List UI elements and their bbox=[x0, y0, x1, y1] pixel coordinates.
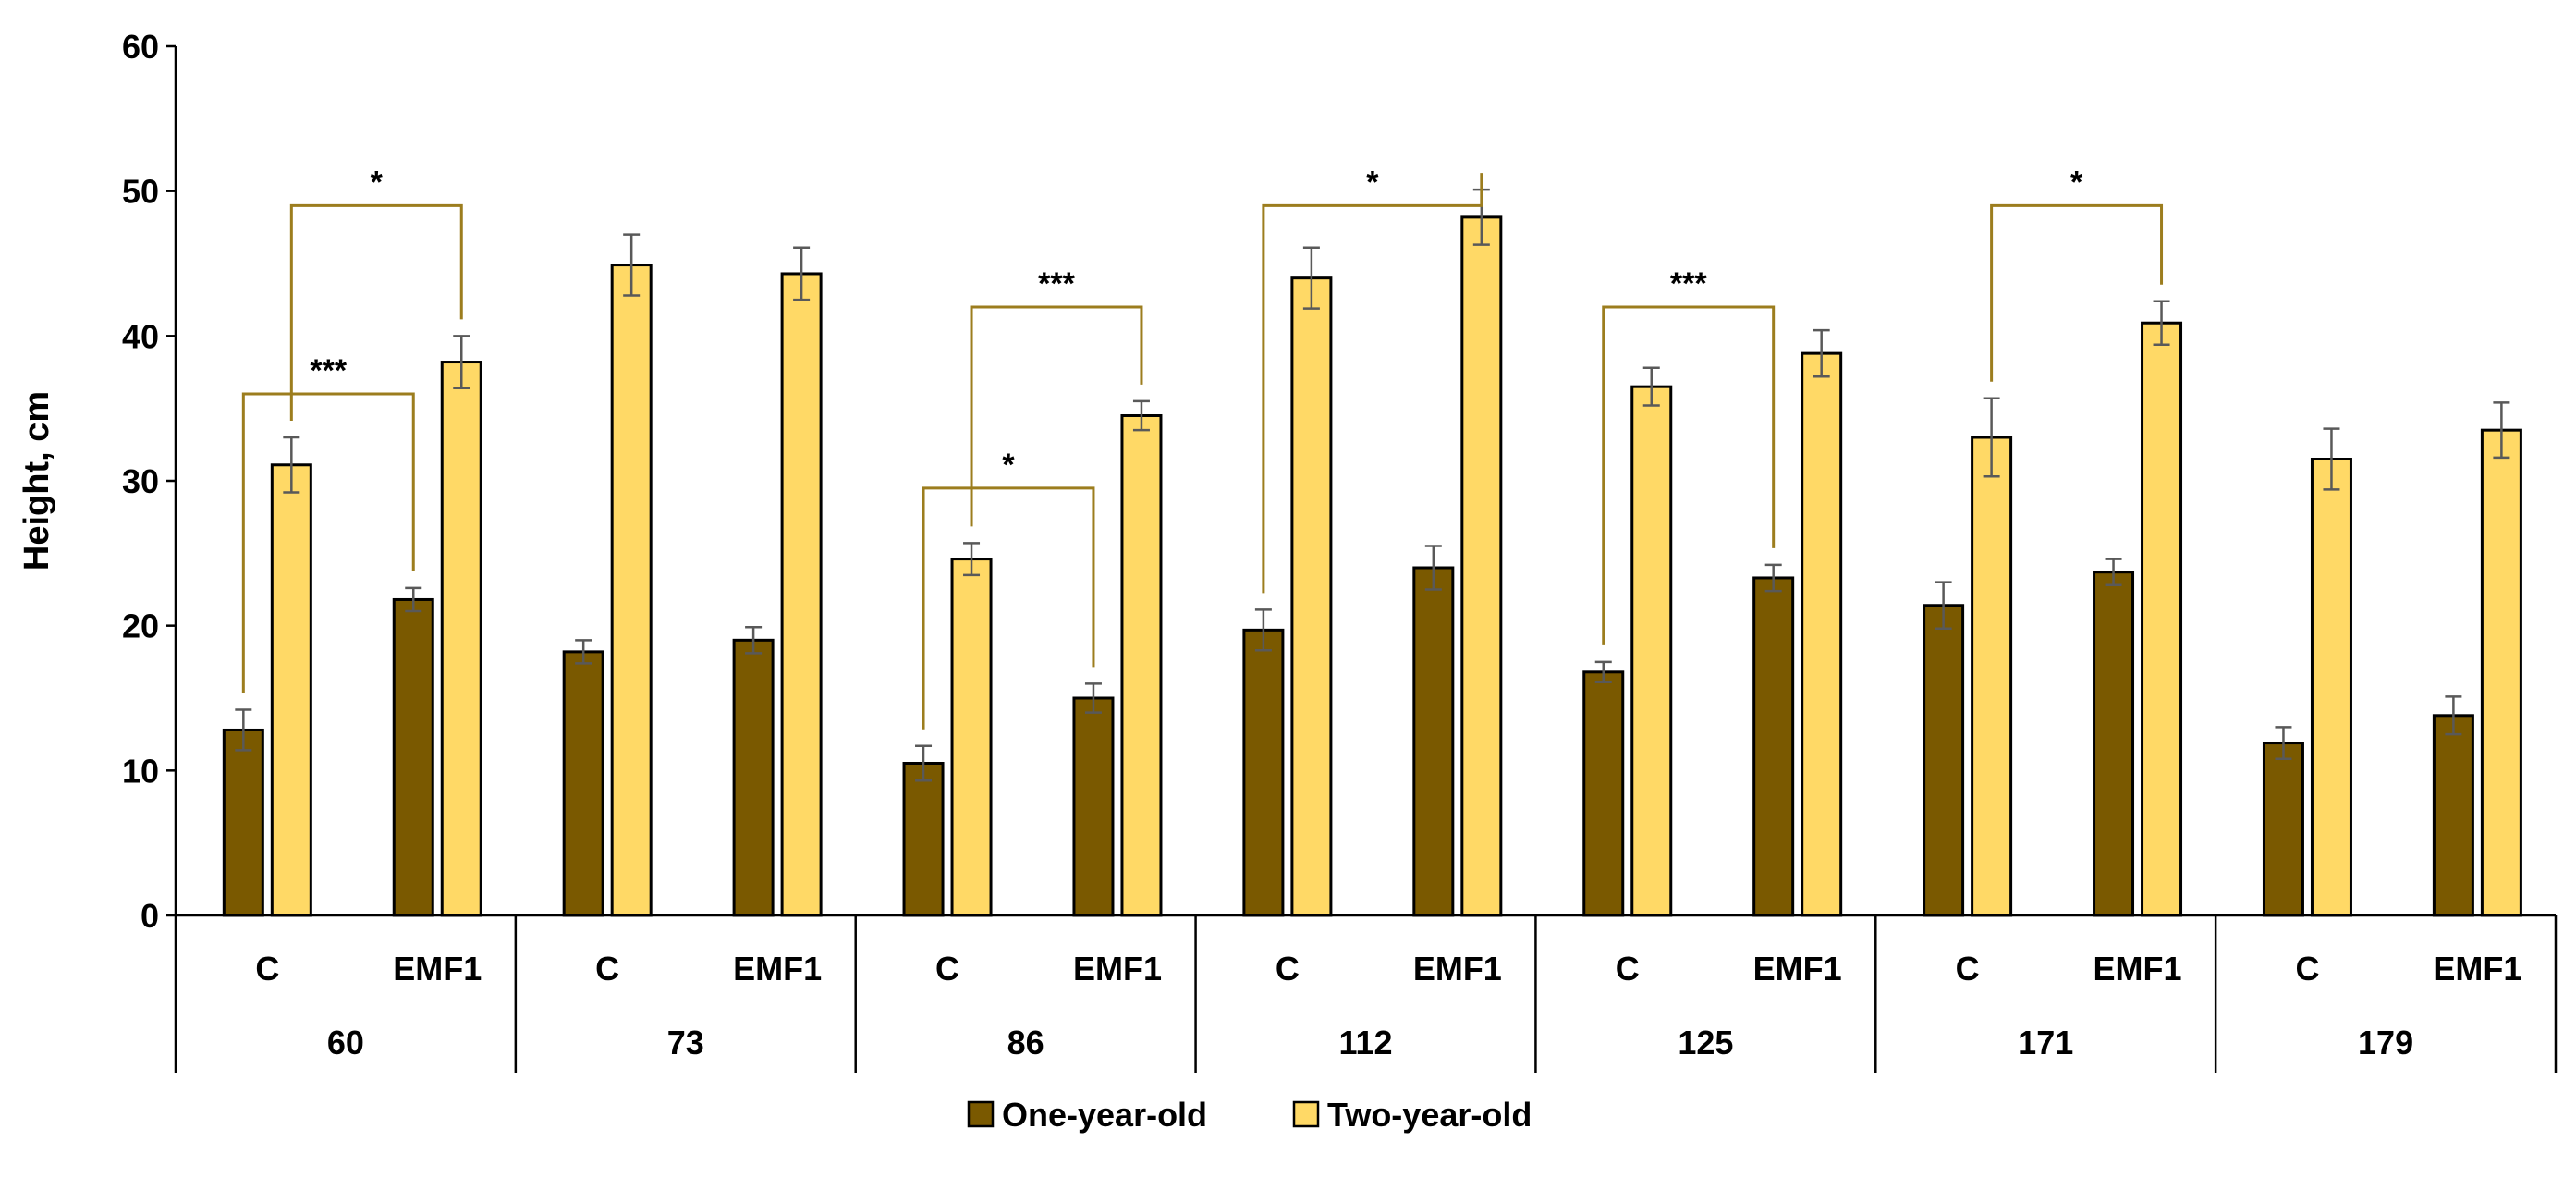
bar-one-year bbox=[1582, 670, 1625, 917]
significance-label: *** bbox=[310, 353, 347, 388]
bar-two-year bbox=[950, 558, 993, 917]
group-label: 171 bbox=[2018, 1024, 2073, 1061]
bar-two-year bbox=[1801, 351, 1843, 917]
group-label: 86 bbox=[1007, 1024, 1044, 1061]
group-label: 179 bbox=[2358, 1024, 2413, 1061]
y-tick-label: 10 bbox=[122, 752, 159, 790]
error-bars-layer bbox=[235, 188, 2510, 782]
bar-one-year bbox=[1752, 576, 1795, 917]
subcategory-label: C bbox=[935, 950, 959, 988]
bar-two-year bbox=[610, 264, 653, 917]
y-tick-label: 30 bbox=[122, 462, 159, 500]
bar-two-year bbox=[1971, 436, 2013, 917]
significance-bracket bbox=[970, 305, 1143, 527]
bar-one-year bbox=[1923, 604, 1965, 917]
significance-label: * bbox=[1366, 165, 1379, 200]
y-tick-label: 60 bbox=[122, 28, 159, 66]
bar-one-year bbox=[392, 597, 434, 917]
bar-one-year bbox=[2262, 742, 2304, 917]
group-label: 112 bbox=[1338, 1024, 1392, 1061]
bar-one-year bbox=[1242, 628, 1285, 917]
subcategory-label: C bbox=[255, 950, 279, 988]
bars-layer bbox=[222, 215, 2522, 917]
bar-one-year bbox=[2432, 714, 2474, 917]
significance-label: *** bbox=[1038, 266, 1075, 301]
significance-label: * bbox=[2070, 165, 2083, 200]
bar-two-year bbox=[270, 463, 312, 917]
significance-bracket bbox=[1262, 173, 1483, 594]
subcategory-label: EMF1 bbox=[1073, 950, 1162, 988]
significance-label: *** bbox=[1670, 266, 1707, 301]
bar-two-year bbox=[2480, 428, 2522, 917]
legend-swatch bbox=[967, 1100, 995, 1128]
y-tick-label: 0 bbox=[140, 897, 159, 935]
y-tick-label: 40 bbox=[122, 317, 159, 355]
subcategory-label: EMF1 bbox=[733, 950, 822, 988]
subcategory-label: C bbox=[1616, 950, 1640, 988]
legend-label: Two-year-old bbox=[1327, 1096, 1532, 1134]
bar-two-year bbox=[440, 361, 482, 917]
significance-bracket bbox=[241, 392, 415, 693]
significance-bracket bbox=[1990, 203, 2164, 382]
subcategory-label: EMF1 bbox=[1413, 950, 1502, 988]
bar-one-year bbox=[902, 762, 945, 917]
bar-two-year bbox=[780, 272, 823, 917]
legend-label: One-year-old bbox=[1002, 1096, 1207, 1134]
bar-one-year bbox=[1072, 696, 1115, 917]
significance-label: * bbox=[371, 165, 384, 200]
bar-one-year bbox=[732, 638, 775, 917]
bar-two-year bbox=[1630, 385, 1673, 917]
bar-one-year bbox=[562, 650, 604, 917]
subcategory-label: EMF1 bbox=[1753, 950, 1842, 988]
bar-two-year bbox=[2310, 458, 2352, 917]
group-label: 73 bbox=[667, 1024, 704, 1061]
significance-layer: ************* bbox=[241, 165, 2164, 730]
y-tick-label: 20 bbox=[122, 607, 159, 645]
bar-two-year bbox=[1290, 276, 1333, 917]
bar-one-year bbox=[2093, 571, 2135, 917]
subcategory-label: C bbox=[2295, 950, 2319, 988]
legend-swatch bbox=[1292, 1100, 1320, 1128]
labels-layer: 0 10 20 30 40 50 60 Height, cm 60 C EMF1 73 C EMF1 86 C… bbox=[18, 28, 2521, 1061]
bar-two-year bbox=[2141, 321, 2183, 917]
legend-layer: One-year-old Two-year-old bbox=[967, 1096, 1532, 1134]
y-tick-label: 50 bbox=[122, 173, 159, 211]
subcategory-label: EMF1 bbox=[393, 950, 482, 988]
subcategory-label: C bbox=[1956, 950, 1980, 988]
significance-label: * bbox=[1002, 448, 1015, 483]
axes-layer bbox=[166, 44, 2558, 1073]
bar-two-year bbox=[1460, 215, 1503, 917]
subcategory-label: C bbox=[595, 950, 619, 988]
significance-bracket bbox=[922, 486, 1095, 730]
bar-one-year bbox=[1412, 566, 1455, 917]
subcategory-label: EMF1 bbox=[2094, 950, 2182, 988]
significance-bracket bbox=[289, 203, 463, 421]
bar-two-year bbox=[1120, 414, 1163, 917]
group-label: 125 bbox=[1678, 1024, 1733, 1061]
subcategory-label: EMF1 bbox=[2433, 950, 2521, 988]
significance-bracket bbox=[1602, 305, 1776, 645]
bar-one-year bbox=[222, 728, 264, 917]
group-label: 60 bbox=[327, 1024, 364, 1061]
subcategory-label: C bbox=[1276, 950, 1300, 988]
y-axis-title: Height, cm bbox=[18, 391, 56, 571]
